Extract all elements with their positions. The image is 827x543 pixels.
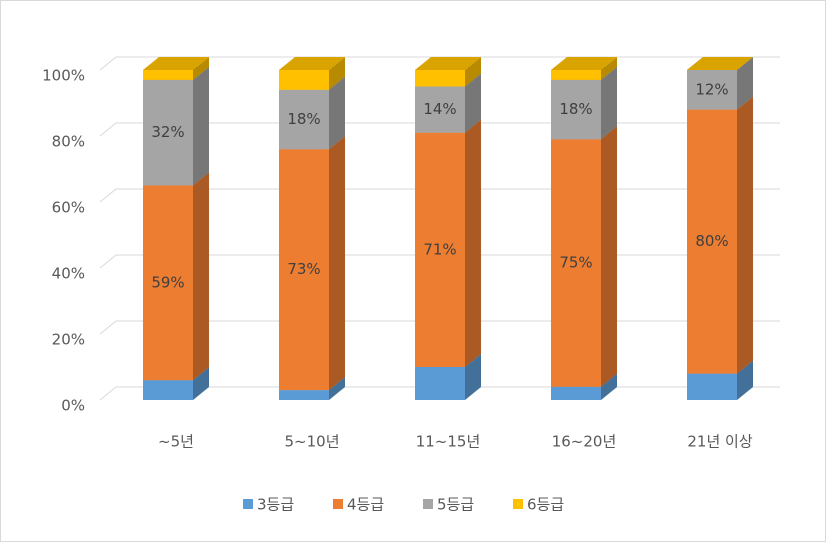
value-label: 18% [559,100,592,118]
x-tick-label: 21년 이상 [687,433,752,451]
bar-front [415,367,465,400]
legend-swatch [243,499,253,509]
bar-side [329,76,345,150]
bar-side [737,96,753,374]
bar-front [687,70,737,110]
legend-label: 3등급 [257,496,294,514]
bar-front [687,373,737,400]
bar-front [279,390,329,400]
value-label: 71% [423,240,456,258]
value-label: 59% [151,273,184,291]
bar-top [415,57,481,70]
bar-front [551,79,601,140]
bar-side [465,119,481,367]
value-label: 18% [287,110,320,128]
bar-front [279,70,329,90]
legend-swatch [513,499,523,509]
bar-front [687,109,737,374]
value-label: 32% [151,123,184,141]
bar-front [143,70,193,80]
bar-top [143,57,209,70]
legend-label: 5등급 [437,496,474,514]
bar-side [601,57,617,80]
y-tick-label: 0% [61,397,85,415]
bar-front [143,380,193,400]
bar-side [329,57,345,90]
bar-side [465,354,481,400]
y-tick-label: 60% [52,199,85,217]
bar-side [193,172,209,381]
grid-line [99,56,780,71]
bar-side [737,360,753,400]
bar-top [687,57,753,70]
legend-swatch [423,499,433,509]
bar-front [551,386,601,400]
bar-side [329,136,345,391]
value-label: 75% [559,254,592,272]
y-tick-label: 100% [42,67,85,85]
legend-label: 6등급 [527,496,564,514]
bar-side [601,373,617,400]
bar-top [279,57,345,70]
bar-side [601,126,617,387]
bar-front [143,185,193,381]
bar-side [601,66,617,140]
bar-front [415,86,465,133]
bar-side [193,57,209,80]
y-tick-label: 80% [52,133,85,151]
bar-top [551,57,617,70]
y-tick-label: 40% [52,265,85,283]
x-tick-label: 16~20년 [552,433,617,451]
bar-front [415,132,465,367]
bar-side [465,73,481,133]
x-tick-label: 11~15년 [416,433,481,451]
bar-front [279,149,329,391]
value-label: 12% [695,80,728,98]
value-label: 73% [287,260,320,278]
legend-label: 4등급 [347,496,384,514]
value-label: 14% [423,100,456,118]
bar-front [551,70,601,80]
bar-side [465,57,481,87]
bar-front [279,89,329,150]
legend-swatch [333,499,343,509]
bar-side [737,57,753,110]
value-label: 80% [695,232,728,250]
y-tick-label: 20% [52,331,85,349]
bar-front [143,79,193,186]
x-tick-label: ~5년 [158,433,194,451]
bar-side [193,66,209,186]
bar-front [551,139,601,387]
x-tick-label: 5~10년 [285,433,340,451]
bar-front [415,70,465,87]
bar-side [193,367,209,400]
bar-side [329,377,345,400]
